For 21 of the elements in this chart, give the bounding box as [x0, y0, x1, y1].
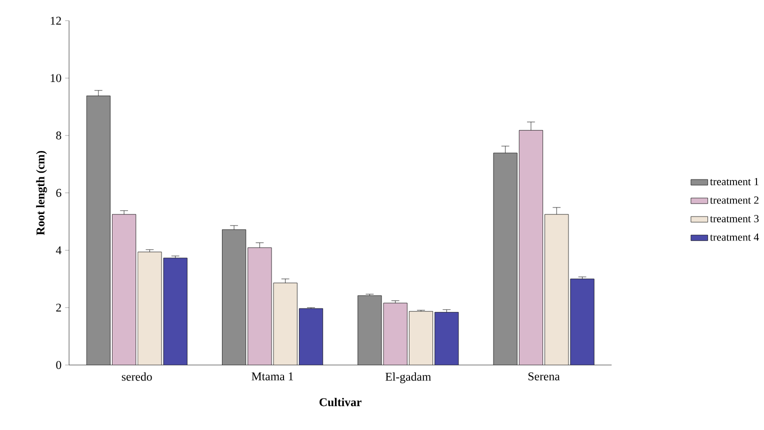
x-axis-title: Cultivar — [320, 398, 362, 406]
y-tick-label: 6 — [56, 188, 62, 197]
y-tick-label: 0 — [56, 360, 62, 369]
legend-label: treatment 4 — [710, 234, 759, 241]
y-tick-label: 8 — [56, 131, 62, 140]
x-tick-label: Serena — [528, 372, 560, 380]
x-tick-label: Mtama 1 — [252, 372, 294, 380]
x-tick-label: El-gadam — [386, 372, 431, 384]
y-tick-label: 10 — [50, 74, 62, 82]
legend-label: treatment 1 — [710, 178, 758, 186]
bar — [434, 312, 458, 365]
legend-label: treatment 2 — [710, 196, 758, 204]
bar — [299, 308, 323, 365]
y-axis-title: Root length (cm) — [36, 150, 47, 236]
y-tick-label: 12 — [50, 16, 61, 25]
y-tick-label: 2 — [56, 304, 61, 312]
bar — [164, 258, 188, 365]
y-tick-label: 4 — [56, 246, 62, 254]
x-tick-label: seredo — [122, 372, 152, 381]
legend-label: treatment 3 — [710, 214, 759, 222]
bar — [570, 278, 594, 365]
